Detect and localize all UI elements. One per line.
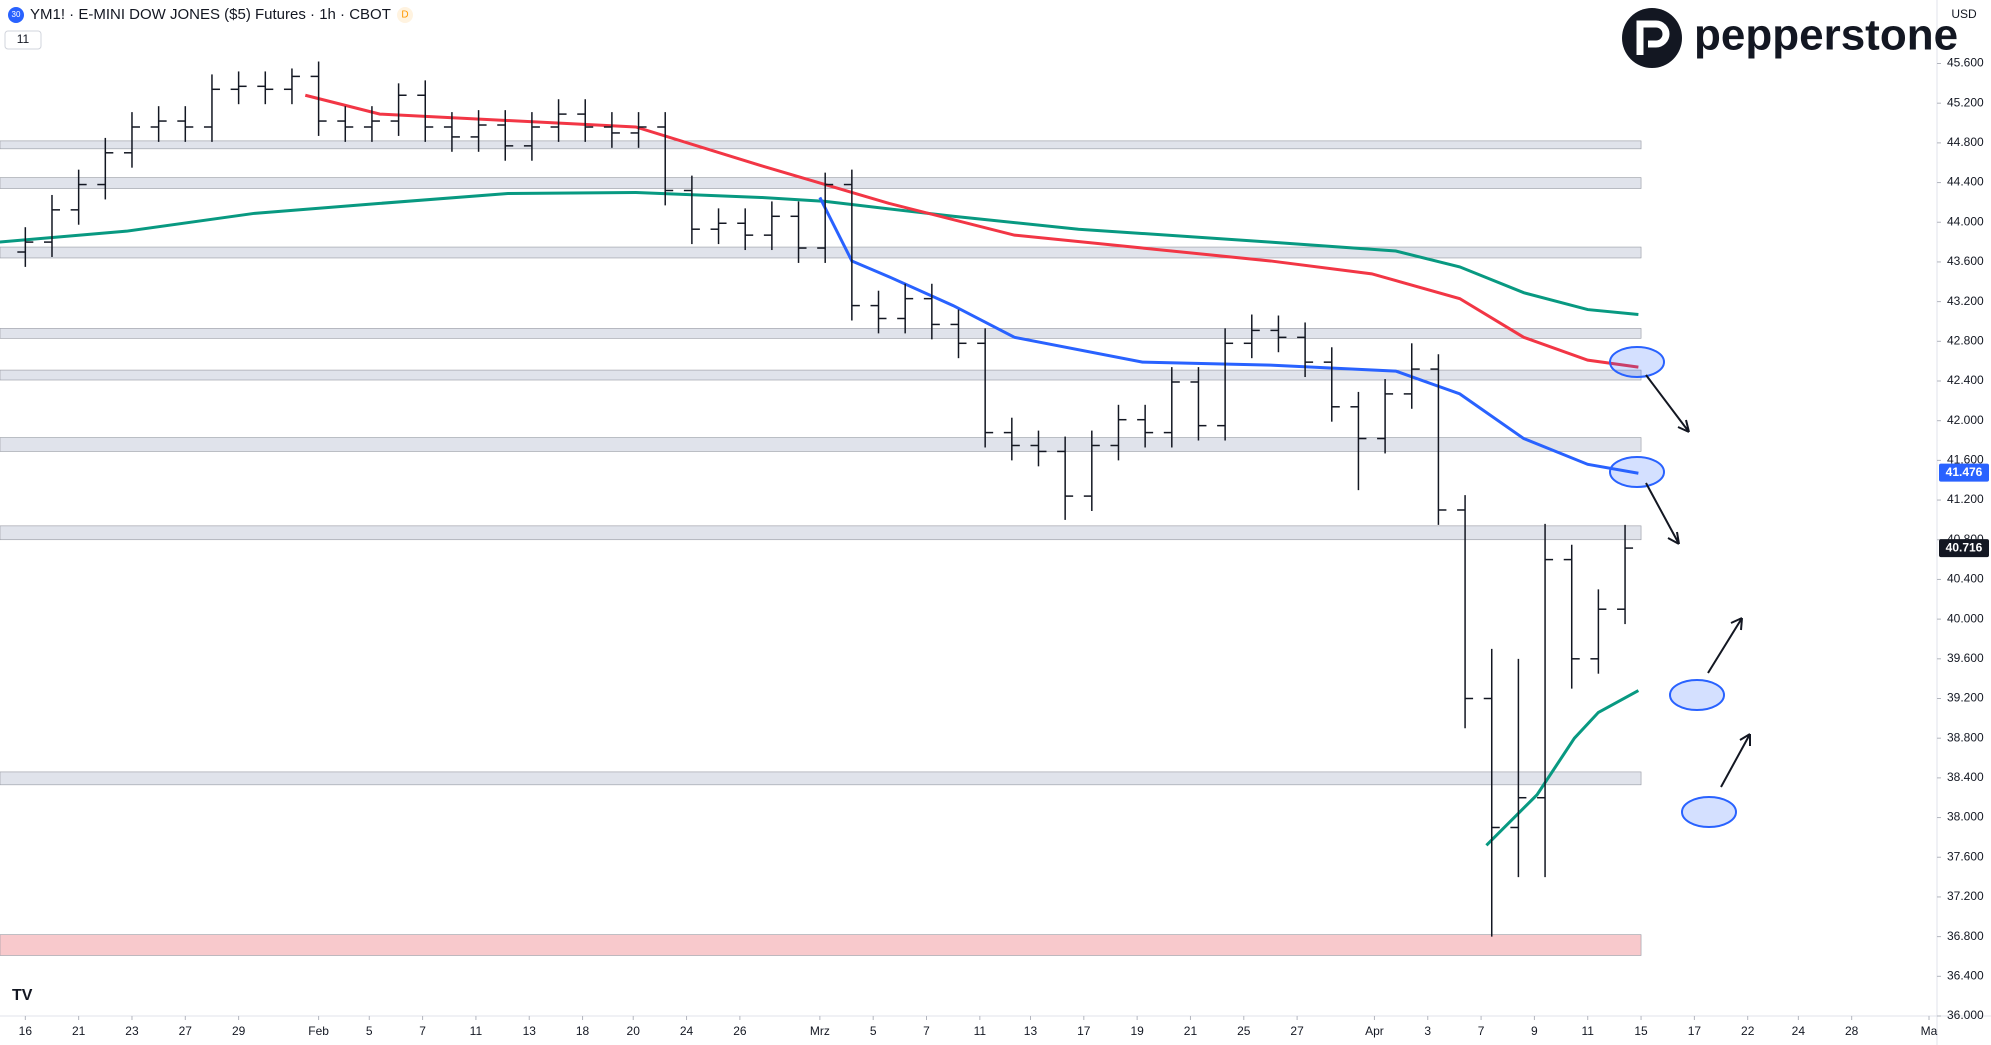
y-tick-label: 45.600 — [1947, 56, 1984, 70]
ellipse — [1669, 679, 1725, 711]
y-tick-label: 40.400 — [1947, 572, 1984, 586]
ellipse — [1609, 346, 1665, 378]
symbol-badge: 30 — [12, 10, 21, 19]
x-tick-label: 18 — [576, 1024, 590, 1038]
x-tick-label: 25 — [1237, 1024, 1251, 1038]
y-tick-label: 44.000 — [1947, 214, 1984, 228]
x-tick-label: 21 — [1184, 1024, 1198, 1038]
moving-average — [1485, 689, 1640, 847]
y-tick-label: 41.600 — [1947, 453, 1984, 467]
arrow — [1645, 374, 1690, 433]
source-icon — [397, 7, 413, 23]
x-tick-label: 21 — [72, 1024, 86, 1038]
plot-area — [0, 61, 1642, 956]
x-tick-label: 17 — [1688, 1024, 1702, 1038]
x-tick-label: Ma — [1921, 1024, 1938, 1038]
arrow — [1645, 482, 1680, 545]
y-tick-label: 41.200 — [1947, 492, 1984, 506]
x-tick-label: 7 — [1478, 1024, 1485, 1038]
y-tick-label: 44.400 — [1947, 175, 1984, 189]
arrow — [1720, 733, 1751, 788]
y-tick-label: 43.600 — [1947, 254, 1984, 268]
y-tick-label: 44.800 — [1947, 135, 1984, 149]
x-tick-label: 7 — [419, 1024, 426, 1038]
source-badge: D — [401, 10, 408, 21]
x-tick-label: 11 — [470, 1024, 483, 1038]
x-tick-label: 22 — [1741, 1024, 1755, 1038]
x-tick-label: Mrz — [810, 1024, 830, 1038]
zone — [0, 771, 1642, 786]
y-tick-label: 42.000 — [1947, 413, 1984, 427]
x-tick-label: 23 — [125, 1024, 139, 1038]
price-label: 40.716 — [1946, 540, 1983, 554]
y-tick-label: 36.800 — [1947, 929, 1984, 943]
zone — [0, 246, 1642, 259]
y-tick-label: 37.600 — [1947, 849, 1984, 863]
y-tick-label: 38.400 — [1947, 770, 1984, 784]
x-tick-label: Feb — [308, 1024, 329, 1038]
annotations — [1609, 346, 1751, 828]
y-tick-label: 36.000 — [1947, 1008, 1984, 1022]
brand-name: pepperstone — [1694, 11, 1958, 60]
ellipse — [1681, 796, 1737, 828]
y-tick-label: 37.200 — [1947, 889, 1984, 903]
y-tick-label: 43.200 — [1947, 294, 1984, 308]
x-tick-label: 20 — [627, 1024, 641, 1038]
y-tick-label: 40.000 — [1947, 611, 1984, 625]
symbol-icon[interactable] — [8, 7, 24, 23]
x-tick-label: 7 — [923, 1024, 930, 1038]
y-tick-label: 39.200 — [1947, 691, 1984, 705]
y-tick-label: 38.800 — [1947, 730, 1984, 744]
indicator-count: 11 — [17, 32, 30, 46]
x-tick-label: 11 — [974, 1024, 987, 1038]
price-label-box — [1939, 463, 1989, 482]
x-tick-label: Apr — [1365, 1024, 1384, 1038]
y-tick-label: 38.000 — [1947, 810, 1984, 824]
y-tick-label: 45.200 — [1947, 95, 1984, 109]
zone — [0, 437, 1642, 452]
x-tick-label: 27 — [1290, 1024, 1304, 1038]
moving-average — [304, 93, 1639, 369]
brand-logo — [1622, 8, 1682, 68]
x-tick-label: 24 — [1792, 1024, 1806, 1038]
x-tick-label: 17 — [1077, 1024, 1091, 1038]
platform-logo: TV — [12, 987, 33, 1004]
zone — [0, 369, 1642, 381]
x-tick-label: 13 — [523, 1024, 537, 1038]
x-tick-label: 11 — [1581, 1024, 1594, 1038]
ellipse — [1609, 456, 1665, 488]
moving-average — [0, 190, 1639, 317]
price-label-box — [1939, 539, 1989, 558]
y-tick-label: 42.800 — [1947, 333, 1984, 347]
x-tick-label: 24 — [680, 1024, 694, 1038]
zone — [0, 934, 1642, 956]
x-tick-label: 29 — [232, 1024, 246, 1038]
x-tick-label: 5 — [870, 1024, 877, 1038]
x-tick-label: 13 — [1024, 1024, 1038, 1038]
price-label: 41.476 — [1946, 465, 1983, 479]
zone — [0, 525, 1642, 541]
x-tick-label: 15 — [1634, 1024, 1648, 1038]
x-tick-label: 19 — [1130, 1024, 1144, 1038]
indicator-toggle[interactable] — [4, 30, 42, 50]
zone — [0, 328, 1642, 339]
x-tick-label: 26 — [733, 1024, 747, 1038]
symbol-title[interactable]: YM1! · E-MINI DOW JONES ($5) Futures · 1… — [30, 6, 391, 23]
x-tick-label: 9 — [1531, 1024, 1538, 1038]
y-tick-label: 39.600 — [1947, 651, 1984, 665]
x-tick-label: 27 — [179, 1024, 193, 1038]
x-tick-label: 5 — [366, 1024, 373, 1038]
y-tick-label: 36.400 — [1947, 968, 1984, 982]
x-tick-label: 16 — [19, 1024, 33, 1038]
currency[interactable]: USD — [1951, 7, 1977, 21]
y-tick-label: 42.400 — [1947, 373, 1984, 387]
x-tick-label: 3 — [1424, 1024, 1431, 1038]
moving-average — [818, 196, 1639, 475]
zone — [0, 140, 1642, 150]
arrow — [1707, 617, 1743, 674]
x-tick-label: 28 — [1845, 1024, 1859, 1038]
brand-logo-mark — [1636, 20, 1670, 55]
